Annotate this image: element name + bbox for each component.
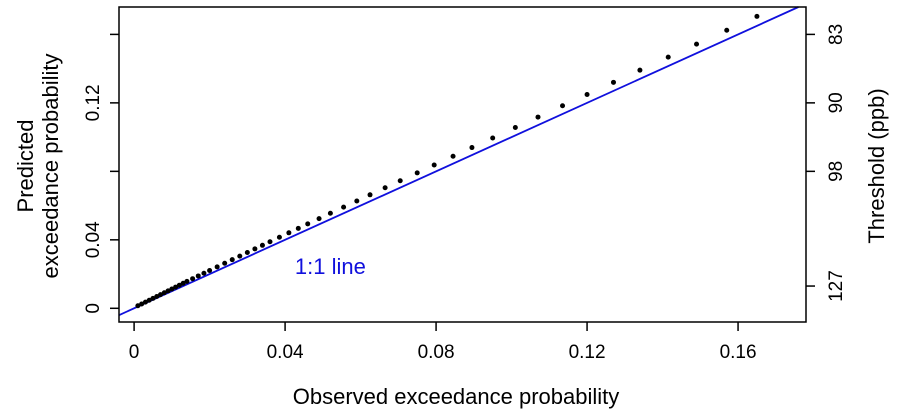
y-axis: 0 0.04 0.12 — [83, 33, 119, 314]
data-point — [244, 249, 250, 255]
data-point — [316, 216, 322, 222]
data-point — [490, 135, 496, 141]
data-point — [341, 204, 347, 210]
x-tick-label: 0.12 — [569, 342, 606, 363]
data-point — [259, 242, 265, 248]
data-point — [754, 13, 760, 19]
data-points — [135, 13, 760, 309]
data-point — [207, 267, 213, 273]
data-point — [382, 185, 388, 191]
data-point — [146, 297, 152, 303]
data-point — [560, 103, 566, 109]
data-point — [637, 67, 643, 73]
data-point — [535, 114, 541, 120]
data-point — [610, 79, 616, 85]
data-point — [276, 234, 282, 240]
data-point — [173, 284, 179, 290]
data-point — [169, 286, 175, 292]
data-point — [229, 257, 235, 263]
data-point — [431, 162, 437, 168]
x-axis: 0 0.04 0.08 0.12 0.16 — [129, 322, 757, 363]
right-axis-title: Threshold (ppb) — [864, 88, 889, 243]
data-point — [469, 145, 475, 151]
one-to-one-line — [118, 6, 799, 316]
data-point — [180, 280, 186, 286]
data-point — [665, 54, 671, 60]
data-point — [165, 288, 171, 294]
data-point — [237, 253, 243, 259]
data-point — [286, 230, 292, 236]
data-point — [195, 273, 201, 279]
x-tick-label: 0.16 — [720, 342, 757, 363]
data-point — [305, 221, 311, 227]
data-point — [135, 303, 141, 309]
data-point — [354, 198, 360, 204]
data-point — [214, 264, 220, 270]
data-point — [184, 278, 190, 284]
data-point — [139, 301, 145, 307]
data-point — [161, 290, 167, 296]
data-point — [397, 178, 403, 184]
data-point — [724, 27, 730, 33]
right-tick-label: 98 — [826, 161, 847, 182]
data-point — [176, 282, 182, 288]
right-axis: 83 90 98 127 — [806, 24, 847, 302]
data-point — [267, 239, 273, 245]
data-point — [222, 260, 228, 266]
x-tick-label: 0.08 — [418, 342, 455, 363]
plot-frame — [118, 6, 807, 323]
y-tick-label: 0.12 — [83, 84, 104, 121]
data-point — [154, 293, 160, 299]
data-point — [190, 276, 196, 282]
x-tick-label: 0 — [129, 342, 140, 363]
x-tick-label: 0.04 — [267, 342, 304, 363]
data-point — [142, 299, 148, 305]
data-point — [367, 192, 373, 198]
y-axis-title-line1: Predicted — [13, 120, 38, 213]
reference-line-label: 1:1 line — [295, 254, 366, 279]
data-point — [295, 225, 301, 231]
x-axis-title: Observed exceedance probability — [293, 384, 620, 409]
data-point — [414, 170, 420, 176]
data-point — [158, 292, 164, 298]
data-point — [327, 210, 333, 216]
reference-line-layer — [118, 6, 799, 316]
right-tick-label: 127 — [826, 270, 847, 302]
right-tick-label: 90 — [826, 92, 847, 113]
data-point — [694, 41, 700, 47]
right-tick-label: 83 — [826, 24, 847, 45]
data-point — [150, 295, 156, 301]
y-tick-label: 0.04 — [83, 221, 104, 258]
data-point — [450, 153, 456, 159]
data-point — [512, 125, 518, 131]
data-point — [584, 91, 590, 97]
data-point — [252, 246, 258, 252]
y-axis-title-line2: exceedance probability — [38, 53, 63, 278]
y-tick-label: 0 — [83, 303, 104, 314]
data-point — [201, 270, 207, 276]
